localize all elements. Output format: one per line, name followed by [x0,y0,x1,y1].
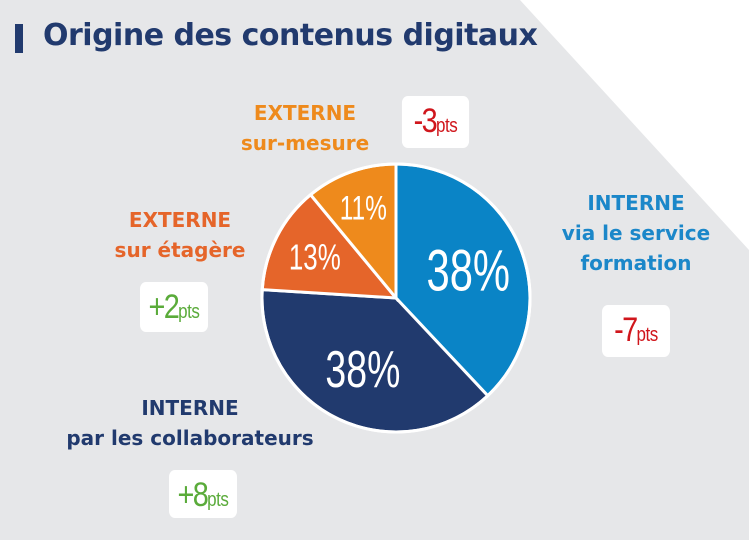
change-unit: pts [636,324,658,346]
change-badge-externe-etagere: +2pts [140,282,208,332]
page-title: Origine des contenus digitaux [43,18,538,53]
label-line: par les collaborateurs [66,426,314,450]
change-badge-interne-service: -7pts [602,305,670,357]
title-accent-bar [15,24,23,53]
change-value: +8 [177,476,209,514]
slice-value-label: 13% [289,237,341,277]
label-externe-mesure: EXTERNE sur-mesure [205,98,405,158]
label-externe-etagere: EXTERNE sur étagère [80,205,280,265]
label-line: EXTERNE [253,101,357,125]
change-value: -3 [413,102,438,140]
slice-value-label: 38% [426,237,510,302]
pie-outline [260,162,532,434]
slice-value-label: 38% [325,340,400,399]
change-badge-interne-collab: +8pts [169,470,237,518]
white-corner-shape [520,0,749,250]
change-value: -7 [614,311,638,349]
label-line: INTERNE [587,191,685,215]
change-value: +2 [148,288,180,326]
label-line: via le service formation [561,221,711,275]
change-unit: pts [435,115,458,137]
label-line: sur étagère [114,238,246,262]
label-line: EXTERNE [128,208,232,232]
change-badge-externe-mesure: -3pts [401,96,470,148]
change-unit: pts [207,489,229,511]
slice-value-label: 11% [340,190,387,228]
label-line: INTERNE [141,396,239,420]
label-interne-service: INTERNE via le service formation [550,188,722,278]
label-line: sur-mesure [240,131,370,155]
change-unit: pts [178,301,200,323]
label-interne-collab: INTERNE par les collaborateurs [40,393,340,453]
